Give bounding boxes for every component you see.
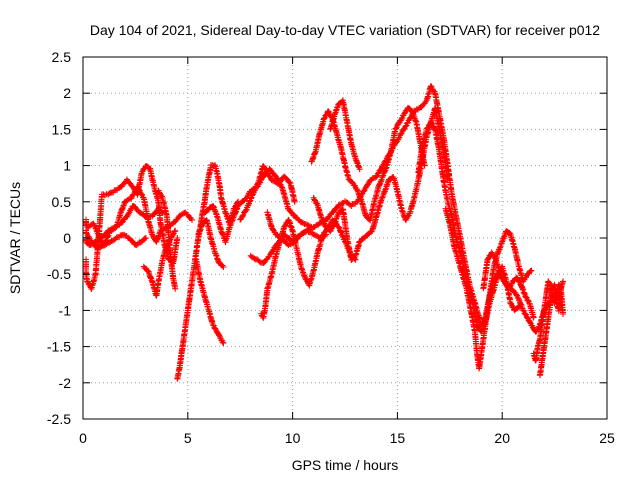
x-tick-label: 10 xyxy=(285,430,301,446)
data-point-track xyxy=(536,278,566,379)
y-axis-label: SDTVAR / TECUs xyxy=(7,182,23,294)
x-tick-label: 5 xyxy=(184,430,192,446)
data-point-track xyxy=(310,105,451,263)
data-point-track xyxy=(442,205,535,372)
x-tick-label: 20 xyxy=(494,430,510,446)
data-point-track xyxy=(155,187,179,292)
y-tick-label: 1.5 xyxy=(52,121,72,137)
data-point-track xyxy=(308,104,428,224)
y-axis-ticks: -2.5 -2 -1.5 -1 -0.5 0 0.5 1 1.5 2 2.5 xyxy=(47,49,607,427)
data-point-track xyxy=(83,163,181,292)
chart-title: Day 104 of 2021, Sidereal Day-to-day VTE… xyxy=(90,22,600,38)
data-point-track xyxy=(193,256,227,346)
y-tick-label: 1 xyxy=(63,158,71,174)
x-tick-label: 15 xyxy=(390,430,406,446)
x-axis-ticks: 0 5 10 15 20 25 xyxy=(79,57,615,446)
y-tick-label: 0 xyxy=(63,230,71,246)
y-tick-label: -1.5 xyxy=(47,339,71,355)
data-point-track xyxy=(237,163,298,223)
x-axis-label: GPS time / hours xyxy=(292,457,399,473)
data-point-track xyxy=(480,249,537,321)
x-tick-label: 25 xyxy=(599,430,615,446)
data-point-track xyxy=(195,217,227,270)
data-point-track xyxy=(174,162,242,382)
data-point-track xyxy=(83,227,149,252)
y-tick-label: -0.5 xyxy=(47,266,71,282)
x-tick-label: 0 xyxy=(79,430,87,446)
y-tick-label: 2.5 xyxy=(52,49,72,65)
y-tick-label: 2 xyxy=(63,85,71,101)
data-series xyxy=(83,83,566,382)
y-tick-label: -2.5 xyxy=(47,411,71,427)
y-tick-label: 0.5 xyxy=(52,194,72,210)
data-point-track xyxy=(327,97,363,173)
y-tick-label: -2 xyxy=(59,375,72,391)
y-tick-label: -1 xyxy=(59,302,72,318)
